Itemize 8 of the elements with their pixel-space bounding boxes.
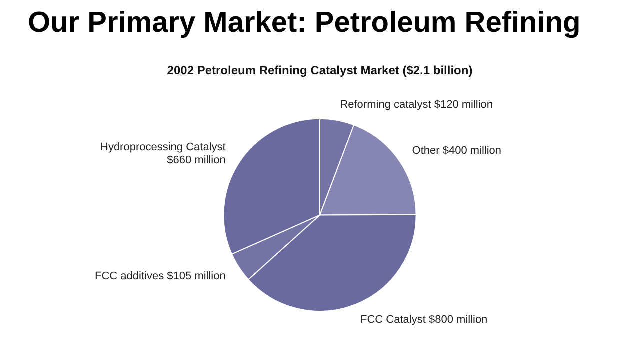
- slice-label: Reforming catalyst $120 million: [340, 98, 494, 111]
- slice-label: Hydroprocessing Catalyst: [100, 142, 226, 154]
- chart-title: Our Primary Market: Petroleum Refining: [27, 6, 582, 41]
- data-label: $660 million: [167, 154, 226, 167]
- chart-subtitle: 2002 Petroleum Refining Catalyst Market ($2.1 billion): [167, 64, 473, 78]
- slice-label: Other $400 million: [412, 145, 502, 158]
- slice-label: FCC Catalyst $800 million: [360, 314, 488, 326]
- slice-label: FCC additives $105 million: [94, 270, 226, 282]
